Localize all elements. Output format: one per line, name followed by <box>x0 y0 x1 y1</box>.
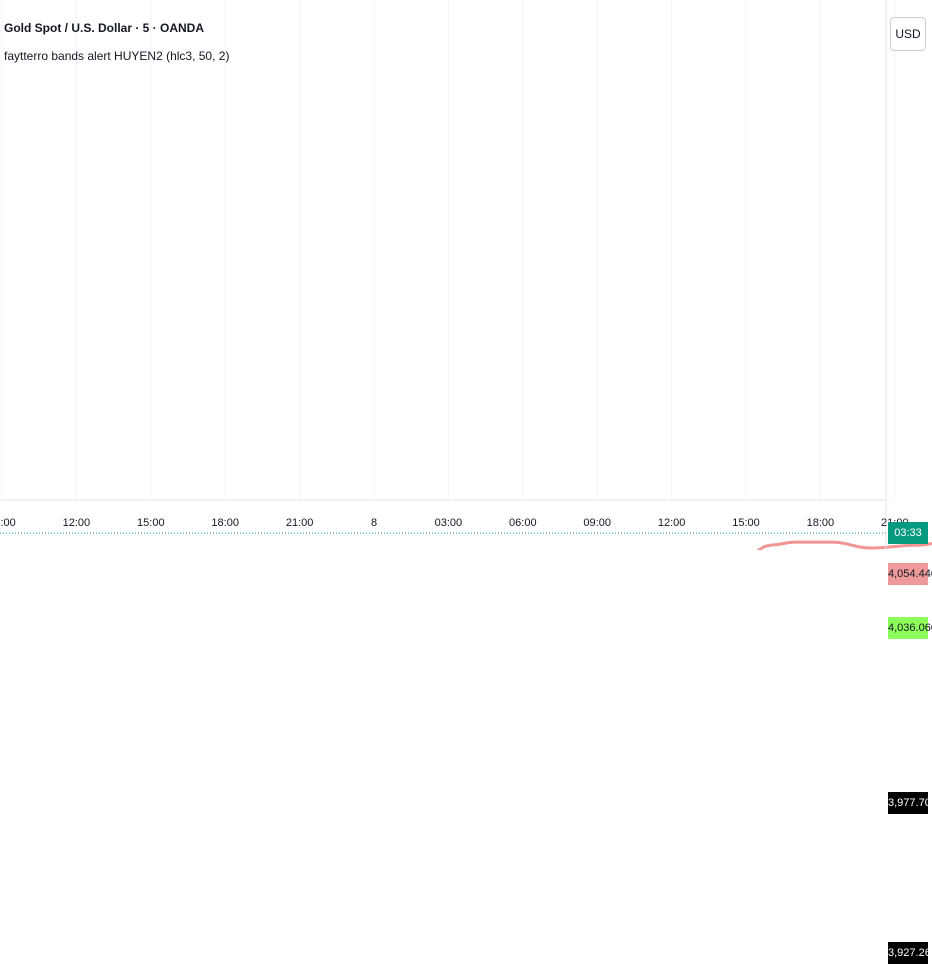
price-tag: 3,927.263 <box>888 942 932 964</box>
currency-button[interactable]: USD <box>890 17 926 51</box>
upper-band-line <box>756 540 932 550</box>
x-tick-label: 12:00 <box>658 517 686 529</box>
chart-background <box>0 0 932 550</box>
overlay-layer <box>0 532 886 534</box>
x-tick-label: 21:00 <box>286 517 314 529</box>
x-tick-label: 12:00 <box>63 517 91 529</box>
x-tick-label: 06:00 <box>509 517 537 529</box>
price-tag: 03:33 <box>888 522 928 545</box>
price-tag: 4,054.440 <box>888 562 932 585</box>
price-tag: 4,036.060 <box>888 617 932 640</box>
time-axis[interactable]: 09:00 12:00 15:00 18:00 21:00 8 03:00 06:00 09:0… <box>0 517 932 529</box>
grid-lines <box>1 0 896 500</box>
price-tag: 3,977.709 <box>888 791 932 814</box>
x-tick-label: 18:00 <box>211 517 239 529</box>
x-tick-label: 8 <box>371 517 377 529</box>
x-tick-label: 15:00 <box>137 517 165 529</box>
x-tick-label: 03:00 <box>435 517 463 529</box>
indicator-legend[interactable]: faytterro bands alert HUYEN2 (hlc3, 50, … <box>4 49 230 63</box>
bands-layer <box>756 540 932 550</box>
price-chart[interactable]: 3,940.0003,960.0003,980.0004,000.0004,02… <box>0 0 932 550</box>
x-tick-label: 09:00 <box>0 517 16 529</box>
x-tick-label: 15:00 <box>732 517 760 529</box>
x-tick-label: 09:00 <box>583 517 611 529</box>
symbol-title[interactable]: Gold Spot / U.S. Dollar · 5 · OANDA <box>4 21 205 35</box>
x-tick-label: 18:00 <box>807 517 835 529</box>
